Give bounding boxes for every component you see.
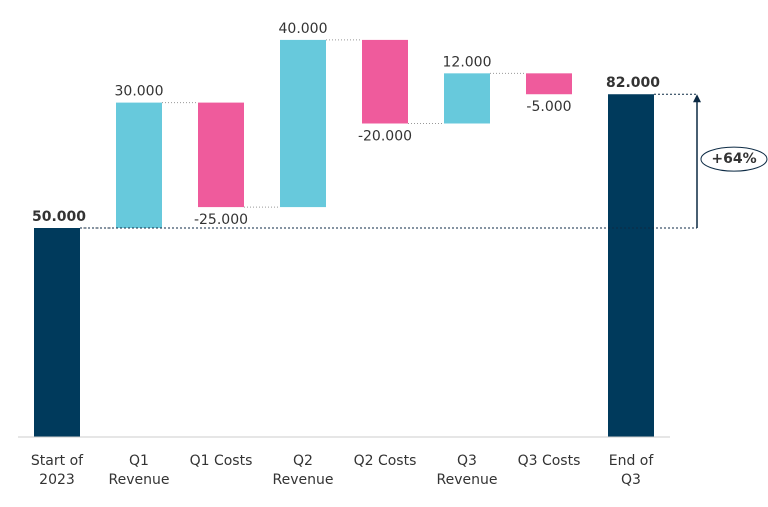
x-tick-label: Q2 Costs bbox=[353, 453, 417, 469]
bar bbox=[198, 102, 244, 208]
arrow-head bbox=[693, 94, 701, 103]
x-tick-label: Start of 2023 bbox=[30, 453, 84, 488]
x-tick-label: Q1 Revenue bbox=[108, 453, 170, 488]
value-label: -20.000 bbox=[358, 129, 412, 145]
bar bbox=[280, 39, 326, 208]
value-label: 12.000 bbox=[443, 54, 492, 70]
value-label: 30.000 bbox=[115, 84, 164, 100]
bar bbox=[362, 39, 408, 124]
bar bbox=[526, 73, 572, 95]
x-tick-label: Q3 Revenue bbox=[436, 453, 498, 488]
x-tick-label: End of Q3 bbox=[608, 453, 654, 488]
annotation: +64% bbox=[711, 151, 756, 167]
bar bbox=[608, 94, 654, 438]
annotation-badge bbox=[700, 146, 768, 172]
value-label: 82.000 bbox=[606, 75, 660, 91]
value-label: 50.000 bbox=[32, 209, 86, 225]
x-tick-label: Q2 Revenue bbox=[272, 453, 334, 488]
bar bbox=[116, 102, 162, 228]
x-tick-label: Q1 Costs bbox=[189, 453, 253, 469]
value-label: -25.000 bbox=[194, 212, 248, 228]
value-label: -5.000 bbox=[526, 99, 571, 115]
bar bbox=[444, 73, 490, 124]
value-label: 40.000 bbox=[279, 21, 328, 37]
bar bbox=[34, 228, 80, 437]
x-tick-label: Q3 Costs bbox=[517, 453, 581, 469]
